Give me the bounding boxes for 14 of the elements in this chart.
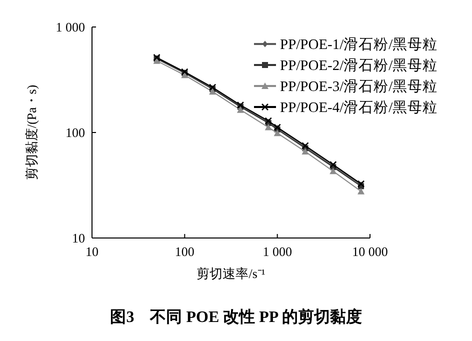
x-tick-label: 10 000: [352, 244, 388, 259]
x-axis-title: 剪切速率/s⁻¹: [196, 266, 266, 281]
legend-label: PP/POE-4/滑石粉/黑母粒: [280, 99, 438, 116]
x-tick-label: 1 000: [262, 244, 292, 259]
legend-label: PP/POE-3/滑石粉/黑母粒: [280, 78, 438, 95]
text: 图3 不同 POE 改性 PP 的剪切黏度: [110, 307, 362, 326]
y-tick-label: 10: [72, 230, 85, 246]
x-tick-label: 10: [86, 244, 98, 259]
y-axis-title: 剪切黏度/(Pa・s): [24, 84, 39, 180]
x-tick-label: 100: [174, 244, 194, 259]
y-tick-label: 1 000: [56, 20, 85, 34]
legend-label: PP/POE-1/滑石粉/黑母粒: [280, 36, 438, 53]
y-tick-label: 100: [66, 125, 85, 140]
legend-label: PP/POE-2/滑石粉/黑母粒: [280, 57, 438, 74]
